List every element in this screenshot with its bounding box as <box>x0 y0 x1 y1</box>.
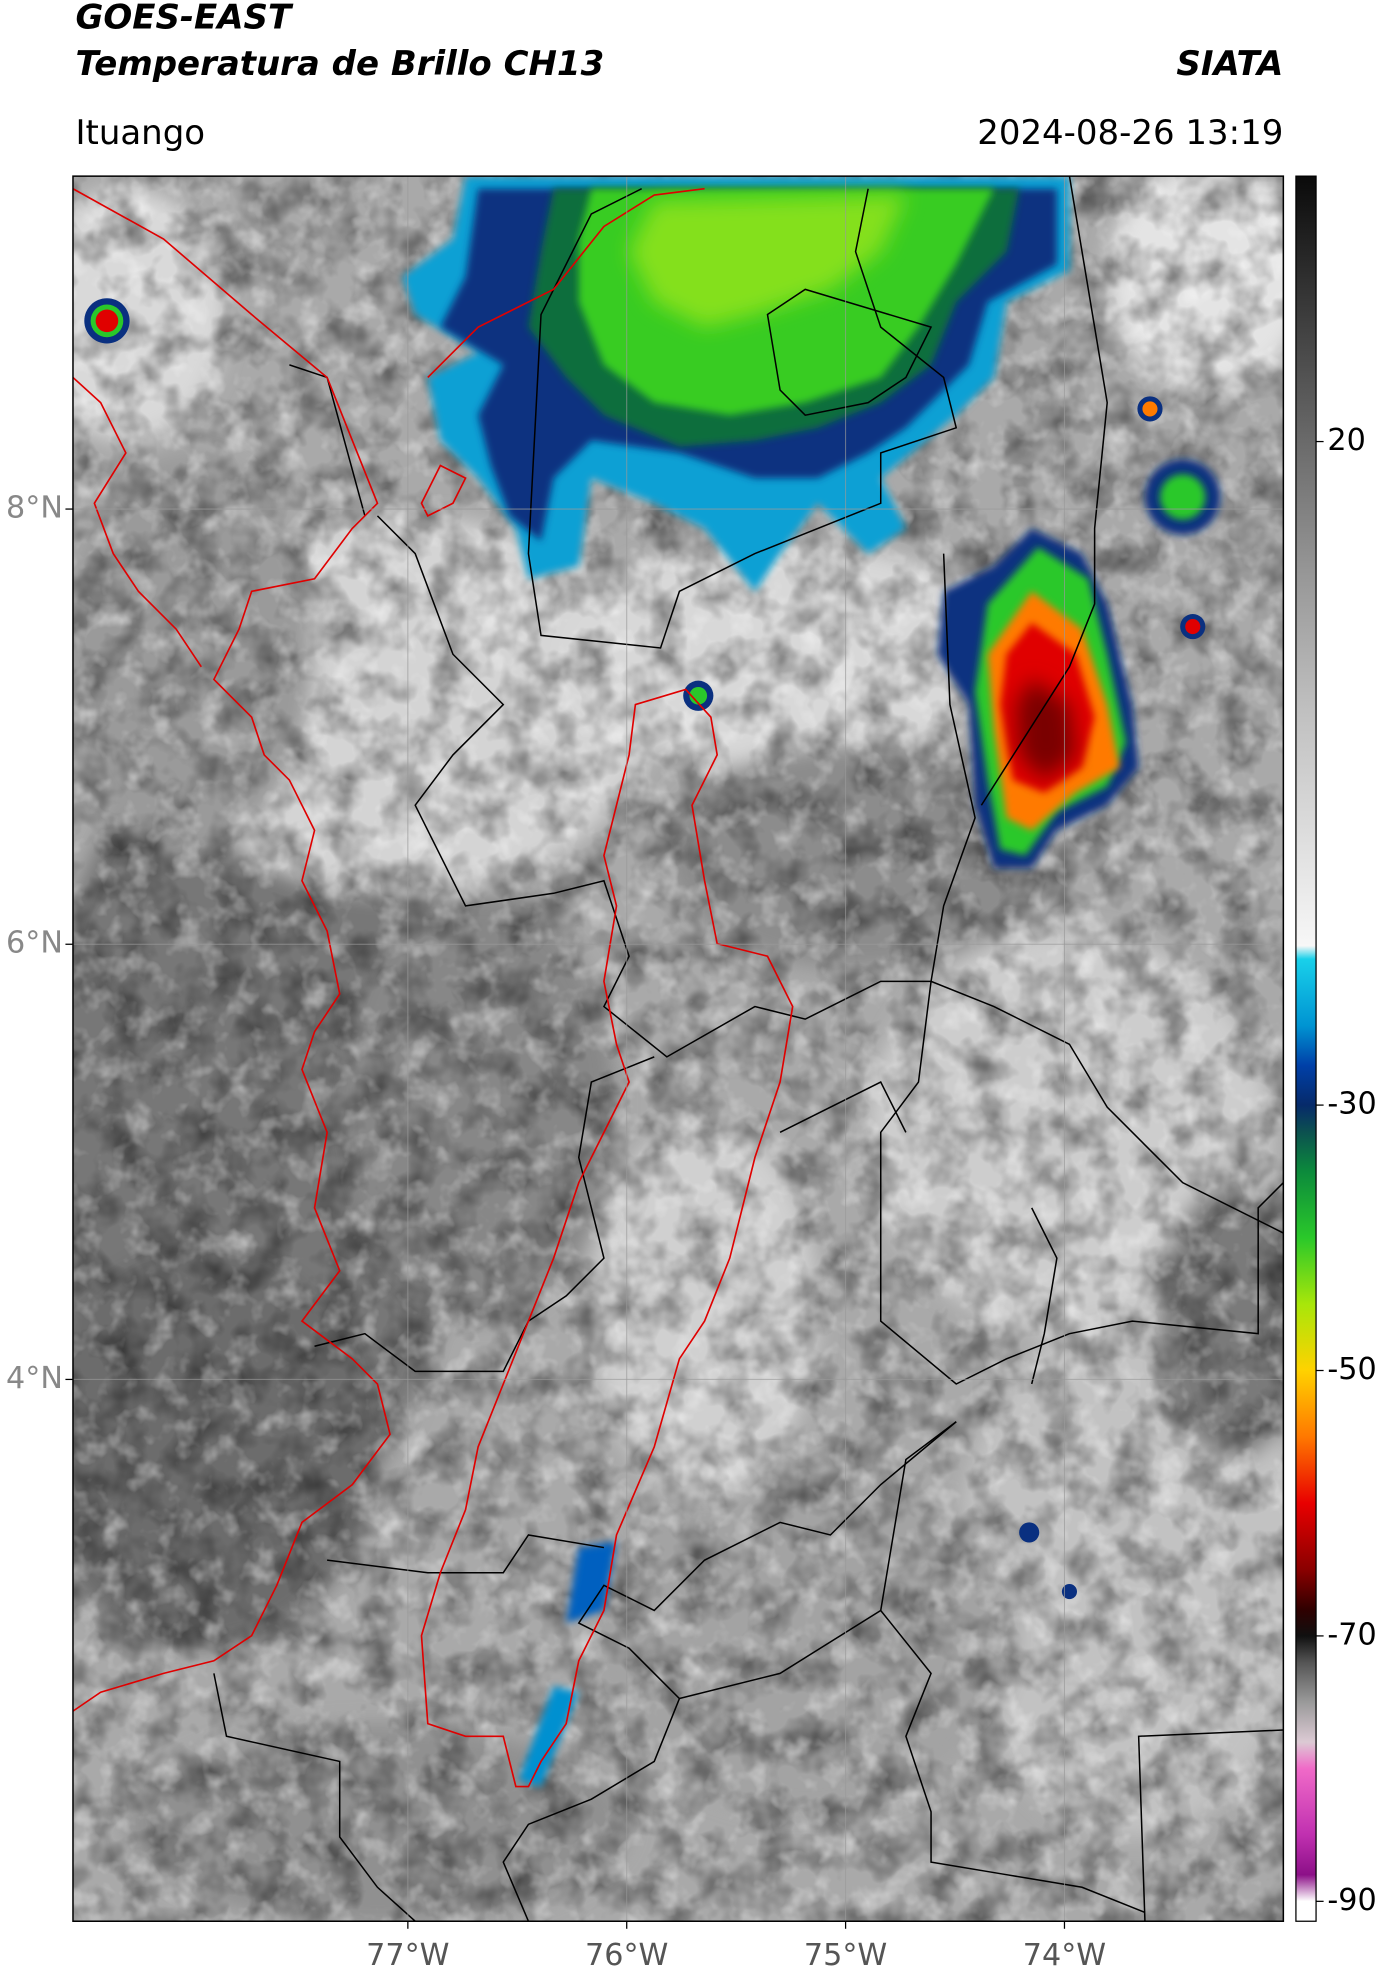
title: GOES-EAST <box>75 0 293 37</box>
colorbar-tick-label: 20 <box>1327 423 1365 458</box>
source: SIATA <box>1176 44 1283 84</box>
plot-frame <box>72 175 1285 1922</box>
subtitle: Temperatura de Brillo CH13 <box>75 44 604 84</box>
colorbar <box>1295 175 1317 1922</box>
colorbar-tick-label: -90 <box>1327 1883 1376 1918</box>
storm-east <box>84 298 1221 1787</box>
x-tick-label: 74°W <box>1023 1938 1106 1973</box>
x-tick-label: 75°W <box>804 1938 887 1973</box>
colorbar-tick-label: -50 <box>1327 1352 1376 1387</box>
datetime: 2024-08-26 13:19 <box>977 113 1283 153</box>
location: Ituango <box>75 113 205 153</box>
y-tick-label: 8°N <box>6 491 63 526</box>
borders <box>213 176 1284 1922</box>
y-tick-label: 6°N <box>6 926 63 961</box>
map <box>72 176 1284 1922</box>
x-tick-label: 77°W <box>366 1938 449 1973</box>
colorbar-tick-label: -70 <box>1327 1617 1376 1652</box>
storm-north <box>402 176 1070 592</box>
grid <box>72 176 1284 1922</box>
colorbar-tick-label: -30 <box>1327 1087 1376 1122</box>
y-tick-label: 4°N <box>6 1361 63 1396</box>
x-tick-label: 76°W <box>585 1938 668 1973</box>
